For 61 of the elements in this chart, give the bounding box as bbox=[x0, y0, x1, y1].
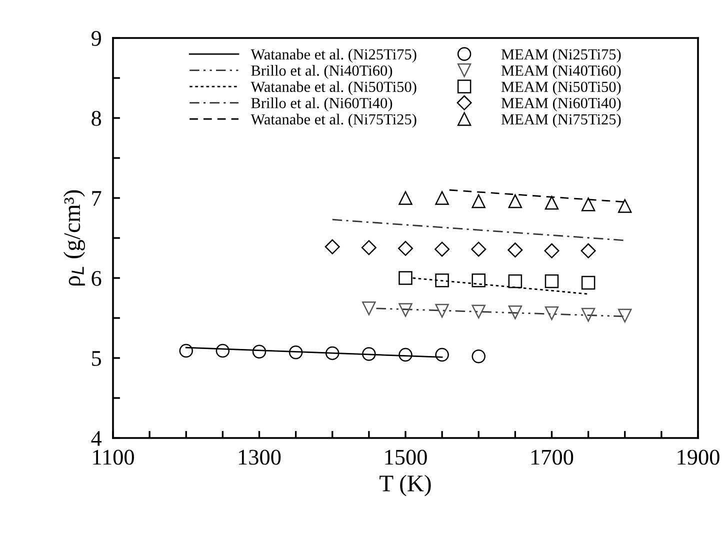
legend-label: Watanabe et al. (Ni75Ti25) bbox=[250, 114, 416, 128]
point bbox=[580, 243, 596, 258]
x-axis-title: T (K) bbox=[380, 474, 431, 496]
point bbox=[216, 344, 230, 358]
y-tick-label: 8 bbox=[92, 110, 102, 126]
x-tick-label: 1500 bbox=[385, 450, 427, 465]
legend-label: MEAM (Ni50Ti50) bbox=[501, 81, 621, 96]
x-tick-label: 1100 bbox=[93, 450, 134, 465]
x-tick-label: 1300 bbox=[238, 450, 281, 465]
point bbox=[581, 276, 596, 290]
y-tick-label: 4 bbox=[91, 431, 102, 446]
y-tick-label: 6 bbox=[92, 270, 102, 286]
y-tick-label: 5 bbox=[92, 351, 102, 366]
point bbox=[398, 271, 412, 285]
point bbox=[398, 348, 412, 362]
point bbox=[508, 306, 522, 320]
point bbox=[179, 344, 193, 358]
point bbox=[544, 306, 559, 320]
point bbox=[435, 304, 449, 318]
point bbox=[434, 242, 450, 257]
y-axis-title: ρ$_{L}$ (g/cm³) bbox=[64, 190, 85, 286]
point bbox=[581, 308, 596, 322]
point bbox=[544, 274, 559, 288]
legend-label: MEAM (Ni75Ti25) bbox=[501, 114, 621, 128]
point bbox=[362, 302, 376, 316]
point bbox=[435, 348, 449, 362]
x-tick-label: 1700 bbox=[531, 450, 574, 465]
point bbox=[618, 308, 632, 322]
point bbox=[252, 344, 266, 358]
point bbox=[472, 304, 486, 318]
y-tick-label: 9 bbox=[91, 30, 101, 46]
point bbox=[508, 274, 522, 288]
legend-label: MEAM (Ni60Ti40) bbox=[501, 98, 621, 112]
point bbox=[508, 242, 523, 258]
point bbox=[581, 198, 596, 212]
point bbox=[398, 240, 413, 256]
point bbox=[544, 196, 559, 210]
y-tick-label: 7 bbox=[92, 191, 102, 206]
legend-label: Watanabe et al. (Ni50Ti50) bbox=[250, 81, 416, 96]
point bbox=[472, 350, 486, 364]
point bbox=[398, 303, 412, 317]
point bbox=[288, 346, 303, 360]
point bbox=[435, 191, 449, 205]
point bbox=[324, 239, 340, 254]
point bbox=[618, 199, 632, 213]
point bbox=[326, 346, 340, 360]
point bbox=[472, 194, 486, 208]
point bbox=[362, 347, 376, 361]
point bbox=[508, 194, 522, 208]
point bbox=[398, 191, 412, 205]
legend-label: Brillo et al. (Ni60Ti40) bbox=[251, 98, 392, 112]
legend-label: Brillo et al. (Ni40Ti60) bbox=[251, 65, 392, 79]
point bbox=[435, 274, 449, 288]
legend-label: MEAM (Ni40Ti60) bbox=[501, 65, 621, 79]
point bbox=[361, 240, 376, 256]
point bbox=[544, 243, 560, 258]
legend-label: Watanabe et al. (Ni25Ti75) bbox=[250, 48, 416, 63]
point bbox=[472, 274, 486, 288]
x-tick-label: 1900 bbox=[678, 450, 720, 465]
legend-label: MEAM (Ni25Ti75) bbox=[501, 48, 621, 63]
point bbox=[471, 242, 486, 257]
